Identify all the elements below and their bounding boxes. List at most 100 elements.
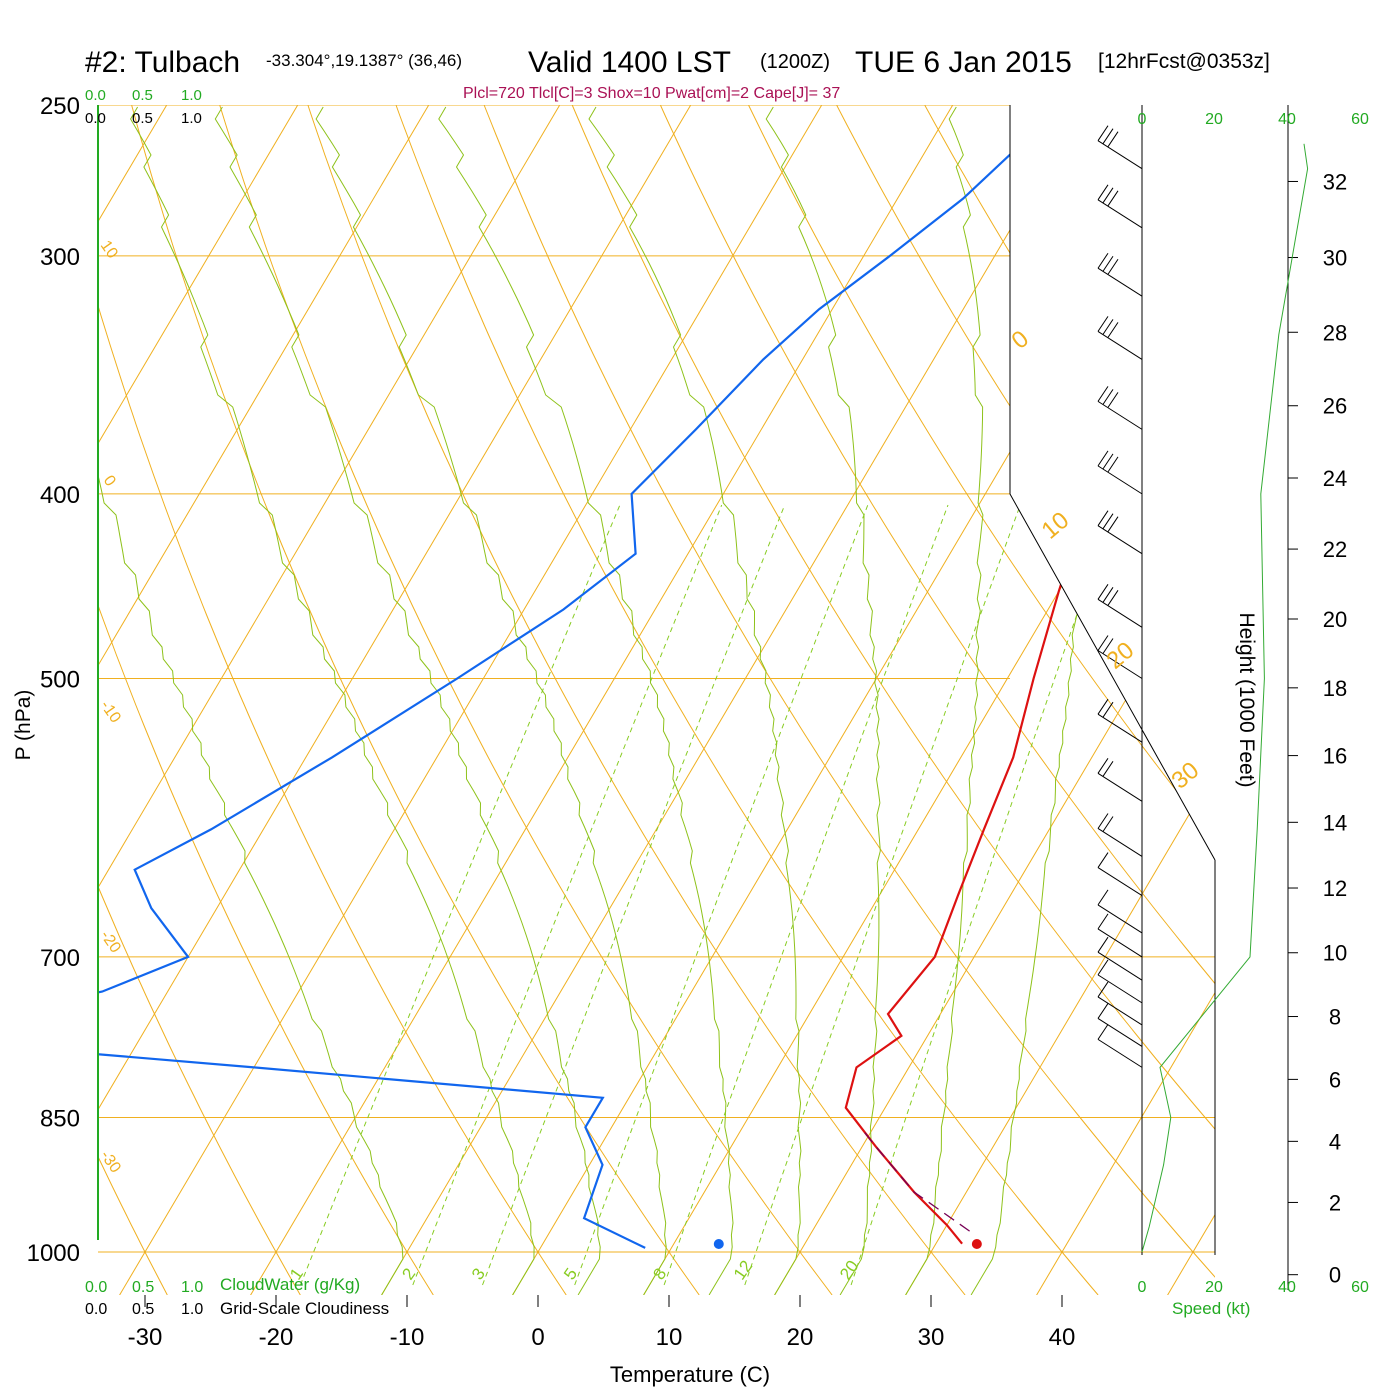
wind-barb-staff: [1097, 867, 1143, 896]
height-tick-label: 24: [1323, 466, 1347, 491]
forecast-info: [12hrFcst@0353z]: [1098, 50, 1270, 73]
wind-barb-flag: [1102, 638, 1114, 654]
mixing-ratio-line: [744, 504, 1021, 1286]
isotherm-line: [1026, 105, 1215, 1295]
wind-barb-staff: [1097, 267, 1143, 297]
y-axis-title: P (hPa): [12, 690, 35, 761]
wind-barb-flag: [1097, 635, 1109, 651]
wind-barb: [1097, 510, 1143, 555]
x-tick-label: -10: [390, 1324, 425, 1351]
wind-barb-flag: [1097, 959, 1109, 976]
wind-barb-flag: [1102, 187, 1114, 204]
dry-adiabat-line: [748, 105, 1215, 1295]
dry-adiabat-line: [395, 105, 1099, 1295]
height-axis-title: Height (1000 Feet): [1235, 612, 1258, 787]
wind-barb-staff: [1097, 713, 1143, 743]
utc-time: (1200Z): [760, 51, 830, 73]
mixing-ratio-line: [850, 504, 1116, 1286]
wind-barb: [1097, 959, 1143, 1004]
wind-barb-staff: [1097, 650, 1143, 679]
isotherm-line: [98, 105, 299, 1295]
isotherm-label: 10: [97, 238, 121, 262]
wind-barb-flag: [1097, 913, 1109, 930]
mixing-ratio-line: [412, 504, 723, 1286]
cloudwater-label: CloudWater (g/Kg): [220, 1275, 360, 1294]
isotherm-label: 20: [1102, 637, 1140, 675]
background-lines: [98, 105, 1400, 1295]
moist-adiabat-line: [315, 106, 667, 1295]
height-tick-label: 10: [1323, 941, 1347, 966]
wind-speed-bottom-tick: 40: [1278, 1279, 1296, 1296]
wind-barb-staff: [1097, 772, 1143, 802]
wind-barb-flag: [1097, 386, 1109, 402]
isotherm-label: 10: [1037, 507, 1075, 545]
mixing-ratio-line: [299, 504, 621, 1286]
wind-barb: [1097, 584, 1143, 628]
surface-dewpoint-marker: [713, 1239, 724, 1249]
dry-adiabat-line: [219, 105, 833, 1295]
dry-adiabat-line: [571, 105, 1215, 1295]
x-tick-label: -20: [259, 1324, 294, 1351]
moist-adiabat-line: [98, 106, 404, 1295]
dry-adiabat-line: [483, 105, 1215, 1295]
wind-barb-flag: [1097, 1024, 1109, 1040]
isotherm-line: [109, 105, 823, 1295]
wind-barb-staff: [1097, 598, 1143, 628]
wind-barb-flag: [1097, 889, 1109, 906]
x-tick-label: -30: [128, 1324, 163, 1351]
wind-speed-top-tick: 20: [1205, 111, 1223, 128]
isotherm-label: 0: [1007, 325, 1035, 354]
height-tick-label: 16: [1323, 744, 1347, 769]
isotherm-line: [633, 105, 1215, 1295]
isotherm-label: -30: [97, 1148, 124, 1177]
isotherm-line: [895, 105, 1215, 1295]
wind-barb: [1097, 386, 1143, 430]
wind-barb-flag: [1102, 761, 1114, 777]
isotherm-line: [1289, 105, 1400, 1312]
wind-barb-staff: [1097, 330, 1143, 360]
moist-adiabat-line: [588, 106, 802, 1295]
wind-barb-flag: [1097, 1003, 1109, 1019]
valid-date: TUE 6 Jan 2015: [855, 46, 1072, 79]
wind-barb-flag: [1102, 453, 1114, 470]
top-cloudwater-scale-1: 0.5: [132, 87, 153, 104]
diagram-boundary: [1009, 105, 1216, 861]
dry-adiabat-line: [98, 105, 567, 1295]
top-cloudiness-scale-0: 0.0: [85, 110, 106, 127]
height-tick-label: 18: [1323, 676, 1347, 701]
wind-speed-bottom-tick: 20: [1205, 1279, 1223, 1296]
station-coords: -33.304°,19.1387° (36,46): [266, 51, 462, 70]
dry-adiabat-line: [1365, 105, 1400, 1295]
height-tick-label: 14: [1323, 810, 1347, 835]
wind-barb-flag: [1097, 450, 1109, 467]
wind-barb: [1097, 635, 1143, 679]
wind-barb-flag: [1107, 131, 1119, 147]
top-cloudiness-scale-2: 1.0: [181, 110, 202, 127]
wind-barb-staff: [1097, 199, 1143, 229]
wind-barb: [1097, 852, 1143, 896]
wind-speed-top-tick: 60: [1351, 111, 1369, 128]
wind-barb-flag: [1097, 981, 1109, 998]
dry-adiabat-line: [98, 105, 301, 1295]
wind-barb-flag: [1097, 813, 1109, 829]
wind-barb: [1097, 758, 1143, 802]
height-tick-label: 28: [1323, 320, 1347, 345]
wind-barb-staff: [1097, 951, 1143, 981]
height-tick-label: 0: [1329, 1263, 1341, 1288]
dry-adiabat-line: [131, 105, 700, 1295]
wind-barb: [1097, 936, 1143, 981]
pressure-tick-label: 700: [40, 945, 80, 972]
wind-barb-staff: [1097, 1038, 1143, 1068]
wind-speed-bottom-tick: 0: [1138, 1279, 1147, 1296]
moist-adiabat-line: [438, 106, 734, 1295]
wind-barb: [1097, 450, 1143, 495]
moist-adiabat-line: [130, 106, 535, 1295]
mixing-ratio-label: 12: [730, 1257, 756, 1283]
bottom-cloudwater-scale-1: 0.5: [132, 1279, 154, 1296]
wind-speed-bottom-tick: 60: [1351, 1279, 1369, 1296]
wind-barb-flag: [1107, 322, 1119, 338]
wind-barb-flag: [1097, 758, 1109, 774]
wind-barb-flag: [1102, 513, 1114, 529]
top-cloudiness-scale-1: 0.5: [132, 110, 153, 127]
